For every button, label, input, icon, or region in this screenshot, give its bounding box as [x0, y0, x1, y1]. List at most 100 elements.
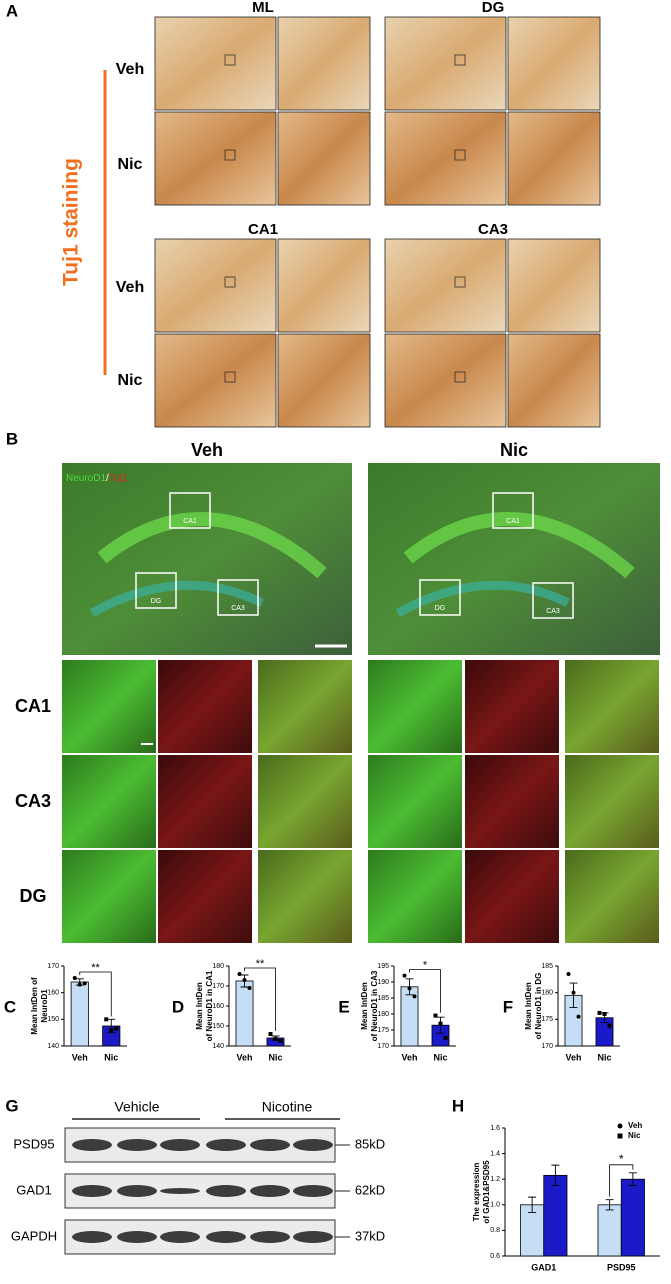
bar — [597, 1204, 622, 1257]
micrograph — [384, 238, 507, 333]
group-label: Vehicle — [114, 1099, 159, 1115]
panel-label: C — [4, 997, 16, 1016]
data-point — [72, 976, 77, 980]
data-point — [242, 978, 247, 982]
x-tick-label: GAD1 — [531, 1262, 556, 1272]
x-tick-label: Nic — [433, 1052, 447, 1062]
y-axis-title: Mean IntDen — [195, 982, 204, 1030]
micrograph — [154, 111, 277, 206]
data-point — [433, 1013, 438, 1018]
x-tick-label: Nic — [268, 1052, 282, 1062]
y-tick-label: 190 — [377, 979, 389, 986]
bar — [543, 1174, 568, 1257]
y-axis-title: Mean IntDen of — [30, 977, 39, 1035]
x-tick-label: Veh — [565, 1052, 581, 1062]
data-point — [273, 1037, 278, 1041]
fluorescence-image — [368, 660, 462, 753]
micrograph-zoom — [277, 238, 371, 333]
inset-box — [454, 149, 466, 161]
blot-band — [117, 1185, 157, 1197]
x-tick-label: Veh — [72, 1052, 88, 1062]
region-box-label: DG — [435, 605, 446, 612]
data-point — [402, 973, 407, 978]
data-point — [597, 1010, 602, 1015]
panel-label: F — [503, 997, 513, 1016]
y-tick-label: 180 — [377, 1011, 389, 1018]
fluorescence-image — [158, 660, 252, 753]
group-label: Nicotine — [262, 1099, 313, 1115]
x-tick-label: Nic — [104, 1052, 118, 1062]
significance-label: * — [423, 960, 428, 972]
y-tick-label: 1.4 — [490, 1150, 500, 1157]
y-tick-label: 180 — [541, 990, 553, 997]
blot-band — [160, 1231, 200, 1243]
legend-marker — [617, 1123, 623, 1129]
inset-box — [224, 54, 236, 66]
region-box — [532, 582, 574, 619]
blot-band — [250, 1185, 290, 1197]
column-title: Veh — [191, 440, 223, 460]
y-tick-label: 170 — [377, 1043, 389, 1050]
legend-marker — [617, 1133, 623, 1139]
data-point — [566, 972, 571, 976]
y-tick-label: 180 — [212, 963, 224, 970]
region-title: DG — [482, 0, 505, 16]
y-tick-label: 170 — [541, 1043, 553, 1050]
data-point — [237, 972, 242, 976]
inset-box — [454, 371, 466, 383]
row-label: DG — [20, 886, 47, 906]
fluorescence-image — [258, 850, 352, 943]
micrograph-zoom — [277, 16, 371, 111]
y-tick-label: 0.6 — [490, 1253, 500, 1260]
fluorescence-image — [62, 660, 156, 753]
micrograph-zoom — [507, 111, 601, 206]
y-tick-label: 185 — [377, 995, 389, 1002]
stain-name: / — [106, 473, 109, 484]
significance-label: * — [619, 1152, 624, 1166]
row-label: CA1 — [15, 696, 51, 716]
fluorescence-image — [258, 660, 352, 753]
blot-band — [72, 1185, 112, 1197]
y-tick-label: 140 — [212, 1043, 224, 1050]
panel-label: E — [338, 997, 349, 1016]
region-title: CA1 — [248, 221, 278, 238]
significance-bracket — [409, 969, 441, 1013]
micrograph-zoom — [277, 111, 371, 206]
blot-band — [72, 1139, 112, 1151]
data-point — [407, 986, 412, 991]
blot-band — [206, 1185, 246, 1197]
fluorescence-image — [565, 755, 659, 848]
fluorescence-image — [62, 755, 156, 848]
fluorescence-image — [565, 850, 659, 943]
inset-box — [224, 371, 236, 383]
data-point — [114, 1026, 119, 1031]
data-point — [412, 994, 417, 999]
y-axis-title: of NeuroD1 in DG — [534, 973, 543, 1040]
micrograph-zoom — [507, 238, 601, 333]
y-tick-label: 175 — [377, 1027, 389, 1034]
bar — [235, 980, 254, 1047]
region-box — [169, 492, 211, 529]
y-tick-label: 170 — [212, 983, 224, 990]
fluorescence-image — [565, 660, 659, 753]
bar — [70, 981, 89, 1047]
micrograph — [154, 16, 277, 111]
data-point — [602, 1012, 607, 1016]
y-axis-title: of NeuroD1 in CA3 — [370, 970, 379, 1041]
region-box-label: DG — [151, 598, 162, 605]
y-axis-title: The expression — [472, 1163, 481, 1222]
micrograph — [384, 111, 507, 206]
blot-band — [293, 1231, 333, 1243]
data-point — [104, 1017, 109, 1022]
significance-bracket — [79, 971, 112, 1017]
micrograph — [384, 16, 507, 111]
region-box-label: CA3 — [231, 605, 245, 612]
fluorescence-image — [465, 755, 559, 848]
blot-band — [293, 1139, 333, 1151]
y-tick-label: 170 — [47, 963, 59, 970]
data-point — [576, 1014, 581, 1019]
size-label: 62kD — [355, 1182, 385, 1197]
y-tick-label: 160 — [47, 990, 59, 997]
